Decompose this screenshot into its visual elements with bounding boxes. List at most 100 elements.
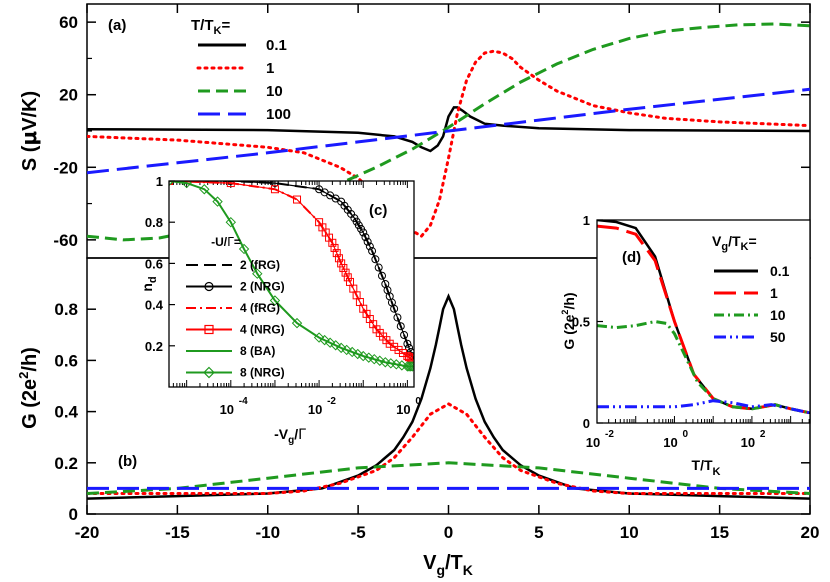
marker-c-diamond: [330, 340, 341, 351]
inset-c-xlabel: -Vg/Γ: [274, 426, 306, 446]
d-ytick-label: 1: [583, 213, 590, 228]
b-xtick-label: 0: [444, 523, 453, 542]
marker-c-diamond: [363, 352, 374, 363]
marker-c-diamond: [324, 337, 336, 348]
inset-c-legend-marker: [204, 281, 214, 292]
inset-c-legend-label: 4 (NRG): [240, 323, 285, 337]
d-ytick-label: 0: [583, 416, 590, 431]
inset-c-legend-label: 2 (NRG): [240, 280, 285, 294]
marker-c-diamond: [212, 196, 223, 207]
marker-c-diamond: [374, 355, 385, 366]
marker-c-diamond: [369, 353, 380, 365]
b-ytick-label: 0: [69, 505, 78, 524]
inset-c-legend-marker: [203, 366, 215, 379]
c-xtick-exponent: -4: [239, 396, 248, 407]
markers-c-square: [169, 181, 414, 364]
a-ytick-label: 60: [59, 13, 78, 32]
inset-c-legend-label: 2 (fRG): [240, 258, 280, 272]
marker-c-circle: [396, 322, 405, 331]
marker-c-diamond: [291, 317, 303, 329]
inset-c-frame: [168, 180, 415, 388]
marker-c-diamond: [352, 348, 363, 360]
marker-c-diamond: [335, 342, 347, 354]
marker-c-square: [332, 249, 341, 258]
markers-c-circle: [169, 181, 414, 361]
inset-c-tag: (c): [369, 202, 387, 219]
marker-c-diamond: [358, 350, 369, 362]
marker-c-square: [330, 243, 339, 252]
d-xtick-label: 10: [741, 435, 755, 450]
b-xtick-label: -15: [165, 523, 190, 542]
panel-a-tag: (a): [108, 17, 126, 34]
legend-a-label: 1: [266, 60, 274, 77]
marker-c-circle: [270, 181, 279, 188]
marker-c-diamond: [407, 361, 414, 372]
c-ytick-label: 1: [156, 174, 163, 189]
c-ytick-label: 0.8: [145, 215, 163, 230]
b-xtick-label: -20: [75, 523, 100, 542]
marker-c-square: [334, 254, 343, 263]
inset-d-legend-label: 0.1: [770, 263, 790, 279]
c-ytick-label: 0.4: [145, 298, 164, 313]
series-b-10: [87, 461, 810, 495]
marker-c-circle: [393, 313, 402, 322]
marker-c-circle: [390, 304, 399, 313]
marker-c-circle: [359, 228, 368, 237]
d-xtick-exponent: 0: [682, 429, 688, 440]
b-ytick-label: 0.6: [54, 351, 78, 370]
panel-b: 00.20.40.60.8-20 -15 -10 -5 0 5 10 15 20: [54, 293, 820, 542]
marker-c-diamond: [319, 334, 330, 346]
marker-c-diamond: [252, 268, 263, 279]
inset-c-legend-marker: [204, 324, 214, 335]
b-ytick-label: 0.4: [54, 403, 78, 422]
marker-c-circle: [374, 263, 383, 272]
series-b-1: [87, 402, 810, 495]
marker-c-diamond: [238, 243, 250, 255]
marker-c-circle: [368, 247, 377, 256]
panel-b-tag: (b): [118, 453, 137, 470]
inset-d-ylabel: G (2e2/h): [560, 292, 577, 349]
legend-a-label: 10: [266, 83, 283, 100]
inset-c-background: [169, 181, 414, 387]
main-xlabel: Vg/TK: [423, 552, 473, 578]
marker-c-circle: [403, 339, 412, 348]
marker-c-diamond: [313, 332, 325, 343]
c-xtick-label: 10: [220, 402, 234, 417]
panel-a-ylabel: S (μV/K): [17, 91, 41, 171]
marker-c-diamond: [225, 216, 237, 228]
marker-c-diamond: [346, 346, 358, 358]
marker-c-diamond: [402, 361, 413, 372]
legend-a-label: 0.1: [266, 37, 287, 54]
legend-a-items: 0.1 1 10 100: [196, 37, 291, 123]
marker-c-square: [408, 355, 414, 364]
marker-c-square: [341, 268, 350, 277]
inset-c-plot: 0.2 0.4 0.6 0.8 1 10 -4 10 -2 10 0: [145, 174, 421, 417]
marker-c-circle: [361, 233, 370, 242]
c-xtick-label: 10: [396, 402, 410, 417]
inset-d-tag: (d): [622, 249, 641, 266]
b-xtick-label: 20: [801, 523, 820, 542]
panel-b-ylabel: G (2e2/h): [16, 347, 41, 429]
marker-c-circle: [377, 271, 386, 280]
a-ytick-label: -20: [53, 158, 78, 177]
c-ytick-label: 0.6: [145, 256, 163, 271]
marker-c-diamond: [341, 344, 352, 356]
series-a-10: [87, 22, 810, 242]
d-xtick-label: 10: [586, 435, 600, 450]
series-a-1: [87, 49, 810, 239]
c-ytick-label: 0.2: [145, 339, 163, 354]
marker-c-square: [226, 181, 235, 188]
marker-c-circle: [371, 255, 380, 264]
panel-a: -60 -20 20 60: [53, 4, 811, 250]
inset-d-legend-items: 0.1 1 10 50: [714, 263, 790, 345]
series-b-0.1: [87, 293, 810, 500]
markers-c-diamond: [169, 181, 414, 372]
b-xtick-label: -10: [255, 523, 280, 542]
legend-a-label: 100: [266, 106, 291, 123]
b-ytick-label: 0.8: [54, 300, 78, 319]
legend-a-title: T/TK=: [191, 17, 230, 37]
series-d-50: [597, 399, 810, 415]
